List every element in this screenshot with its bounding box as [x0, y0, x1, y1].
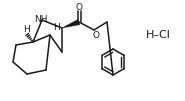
- Text: H: H: [54, 24, 60, 33]
- Text: O: O: [75, 3, 83, 12]
- Text: H: H: [24, 25, 30, 34]
- Polygon shape: [62, 19, 80, 28]
- Text: NH: NH: [34, 15, 48, 24]
- Text: O: O: [92, 32, 100, 41]
- Text: H–Cl: H–Cl: [146, 30, 170, 40]
